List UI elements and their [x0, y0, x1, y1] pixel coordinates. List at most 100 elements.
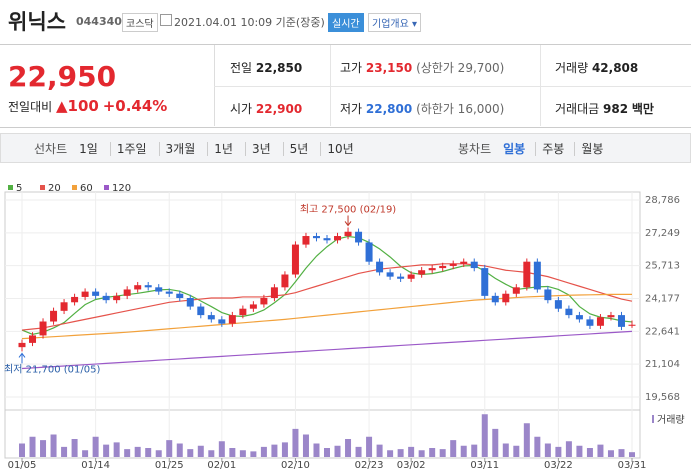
- legend-swatch: [8, 185, 13, 190]
- change-icon: ▲: [56, 97, 68, 115]
- stat-label: 고가: [340, 61, 363, 75]
- period-tab[interactable]: 1년: [207, 142, 233, 156]
- volume-bar: [586, 448, 593, 457]
- col-divider: [330, 45, 331, 126]
- volume-bar: [19, 443, 25, 457]
- legend-label: 60: [80, 183, 93, 194]
- candle-tab[interactable]: 주봉: [535, 142, 565, 156]
- candle-body: [155, 287, 163, 292]
- y-tick-label: 22,641: [645, 326, 680, 337]
- period-tab[interactable]: 3개월: [158, 142, 196, 156]
- volume-bar: [376, 444, 383, 457]
- x-tick-label: 03/31: [618, 460, 647, 471]
- volume-legend-swatch: [652, 415, 654, 423]
- candle-body: [18, 342, 26, 348]
- x-tick-label: 03/22: [544, 460, 573, 471]
- x-tick-label: 01/25: [155, 460, 184, 471]
- x-tick-label: 03/02: [397, 460, 426, 471]
- volume-bar: [597, 444, 604, 457]
- period-tab[interactable]: 3년: [244, 142, 271, 156]
- candle-body: [176, 293, 184, 299]
- candle-body: [407, 274, 415, 279]
- period-tab[interactable]: 1주일: [109, 142, 147, 156]
- volume-bar: [250, 451, 257, 457]
- stat-note: (하한가 16,000): [416, 102, 505, 116]
- candle-body: [81, 291, 89, 297]
- annotation-arrowhead: [344, 221, 352, 227]
- candle-tab[interactable]: 월봉: [574, 142, 604, 156]
- volume-bar: [50, 434, 57, 457]
- stat-value: 22,850: [255, 61, 303, 75]
- change: 100: [67, 97, 99, 115]
- candle-body: [439, 265, 447, 269]
- candle-body: [460, 261, 468, 264]
- candle-body: [607, 315, 615, 318]
- candle-body: [376, 261, 384, 273]
- volume-bar: [565, 441, 572, 457]
- market-badge: 코스닥: [122, 13, 158, 32]
- x-tick-label: 03/11: [470, 460, 499, 471]
- volume-bar: [208, 450, 215, 457]
- period-tab[interactable]: 1일: [79, 142, 98, 156]
- chart: 19,568 21,104 22,641 24,177 25,713 27,249 28,7…: [4, 183, 685, 471]
- low-annotation: 최저 21,700 (01/05): [4, 363, 100, 375]
- volume-bar: [576, 445, 583, 457]
- stat-label: 시가: [230, 102, 253, 116]
- candle-body: [397, 276, 405, 279]
- quote-panel: [0, 44, 691, 128]
- candle-body: [270, 287, 278, 299]
- y-tick-label: 27,249: [645, 228, 680, 239]
- stat: 거래량 42,808: [555, 59, 638, 76]
- y-tick-label: 25,713: [645, 261, 680, 272]
- moving-average-line: [21, 235, 633, 335]
- company-button[interactable]: 기업개요 ▾: [368, 13, 422, 32]
- candle-body: [512, 287, 520, 294]
- stat-value: 22,900: [255, 102, 303, 116]
- candle-body: [302, 236, 310, 245]
- volume-bar: [134, 446, 141, 457]
- candle-body: [544, 289, 552, 301]
- volume-bar: [481, 414, 488, 457]
- period-tab[interactable]: 10년: [320, 142, 354, 156]
- candle-body: [628, 324, 636, 326]
- stat-label: 저가: [340, 102, 363, 116]
- stat: 거래대금 982 백만: [555, 100, 654, 117]
- stock-code: 044340: [76, 15, 122, 28]
- realtime-button[interactable]: 실시간: [328, 13, 364, 32]
- volume-bar: [513, 445, 520, 457]
- change-row: 전일대비 ▲100 +0.44%: [8, 97, 167, 115]
- volume-bar: [618, 449, 625, 457]
- candle-tab[interactable]: 일봉: [503, 142, 526, 156]
- x-tick-label: 01/05: [8, 460, 37, 471]
- volume-bar: [629, 452, 635, 457]
- candle-body: [291, 244, 299, 275]
- plot-frame: [4, 191, 641, 411]
- stat-value: 42,808: [591, 61, 639, 75]
- candle-body: [92, 291, 100, 296]
- stat: 고가 23,150 (상한가 29,700): [340, 59, 504, 76]
- candle-body: [365, 242, 373, 262]
- candle-body: [39, 321, 47, 336]
- candle-body: [596, 317, 604, 326]
- candle-body: [134, 285, 142, 290]
- candle-body: [186, 298, 194, 307]
- legend-label: 5: [16, 183, 22, 194]
- candle-body: [113, 295, 121, 301]
- volume-bar: [555, 446, 562, 457]
- candle-tabs: 봉차트 일봉 주봉 월봉: [458, 140, 613, 157]
- volume-bar: [113, 442, 120, 457]
- candle-body: [418, 270, 426, 275]
- stat-value: 22,800: [365, 102, 413, 116]
- volume-bar: [418, 450, 425, 457]
- volume-bar: [460, 445, 467, 457]
- volume-bar: [218, 441, 225, 457]
- volume-bar: [334, 445, 341, 457]
- volume-bar: [61, 446, 68, 457]
- stat-label: 전일: [230, 61, 253, 75]
- stat: 시가 22,900: [230, 100, 302, 117]
- candle-body: [50, 310, 58, 322]
- volume-bar: [450, 440, 457, 457]
- period-tab[interactable]: 5년: [282, 142, 309, 156]
- tab-bar: [0, 133, 691, 163]
- candle-body: [312, 236, 320, 239]
